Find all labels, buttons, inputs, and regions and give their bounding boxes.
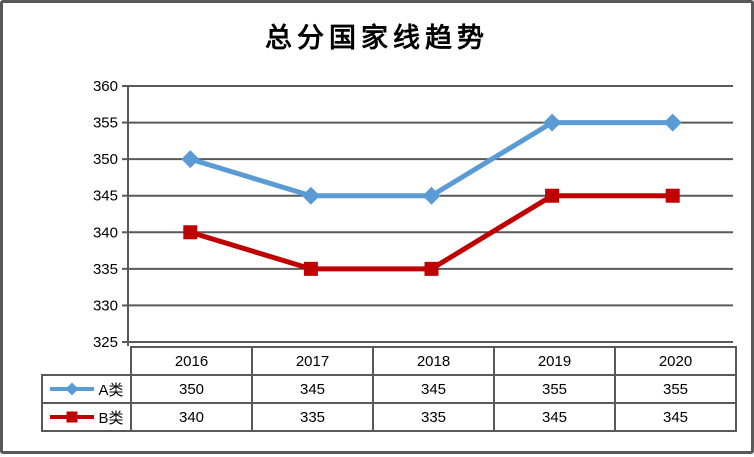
- series-line-b: [189, 193, 673, 272]
- value-b-2018: 335: [372, 402, 495, 432]
- value-a-2020: 355: [614, 374, 737, 404]
- data-point-marker: [663, 113, 682, 132]
- data-table: 2016 2017 2018 2019 2020 A类 350 345 345 …: [41, 346, 737, 432]
- year-header-2018: 2018: [372, 346, 495, 376]
- legend-key-marker: [66, 411, 78, 423]
- data-point-marker: [543, 113, 562, 132]
- year-header-2016: 2016: [130, 346, 253, 376]
- data-point-marker: [665, 188, 680, 203]
- table-row-series-a: A类 350 345 345 355 355: [41, 374, 737, 404]
- data-point-marker: [181, 150, 200, 169]
- legend-item-a: A类: [41, 374, 132, 404]
- legend-key-marker: [65, 382, 79, 396]
- data-point-marker: [422, 186, 441, 205]
- data-point-marker: [545, 188, 560, 203]
- y-axis-tick-label: 360: [93, 78, 118, 95]
- value-b-2017: 335: [251, 402, 374, 432]
- data-point-marker: [183, 225, 198, 240]
- value-b-2016: 340: [130, 402, 253, 432]
- y-axis-tick-label: 355: [93, 115, 118, 132]
- y-axis-tick-label: 345: [93, 188, 118, 205]
- year-header-2019: 2019: [493, 346, 616, 376]
- table-row-series-b: B类 340 335 335 345 345: [41, 402, 737, 432]
- year-header-2017: 2017: [251, 346, 374, 376]
- value-a-2019: 355: [493, 374, 616, 404]
- y-axis-tick-label: 330: [93, 297, 118, 314]
- value-b-2019: 345: [493, 402, 616, 432]
- value-b-2020: 345: [614, 402, 737, 432]
- data-point-marker: [303, 261, 318, 276]
- table-corner-blank: [42, 347, 131, 375]
- y-axis-tick-label: 340: [93, 224, 118, 241]
- data-point-marker: [301, 186, 320, 205]
- chart-title: 总分国家线趋势: [265, 23, 489, 53]
- year-header-2020: 2020: [614, 346, 737, 376]
- table-header-row: 2016 2017 2018 2019 2020: [42, 346, 737, 376]
- legend-key-b-icon: [50, 411, 95, 423]
- series-line-a: [189, 120, 673, 199]
- value-a-2016: 350: [130, 374, 253, 404]
- data-point-marker: [424, 261, 439, 276]
- legend-label-b: B类: [98, 409, 124, 427]
- value-a-2018: 345: [372, 374, 495, 404]
- legend-item-b: B类: [41, 402, 132, 432]
- y-axis-tick-label: 350: [93, 151, 118, 168]
- legend-key-a-icon: [50, 382, 95, 396]
- legend-label-a: A类: [98, 381, 124, 399]
- value-a-2017: 345: [251, 374, 374, 404]
- y-axis-tick-label: 335: [93, 261, 118, 278]
